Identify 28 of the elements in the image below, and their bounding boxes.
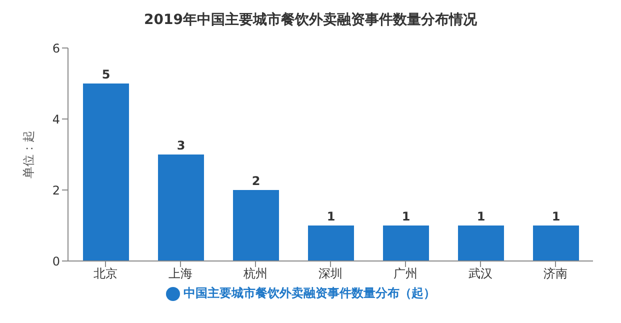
x-tick-label: 济南 bbox=[544, 266, 568, 281]
y-tick-label: 0 bbox=[52, 254, 60, 268]
y-tick-label: 2 bbox=[52, 183, 60, 198]
data-label: 1 bbox=[402, 210, 410, 224]
bar bbox=[158, 154, 204, 261]
bar bbox=[458, 226, 504, 261]
bar bbox=[83, 84, 129, 261]
x-tick-label: 深圳 bbox=[318, 266, 342, 281]
bar bbox=[308, 226, 354, 261]
legend-label: 中国主要城市餐饮外卖融资事件数量分布（起） bbox=[184, 286, 436, 300]
data-label: 2 bbox=[252, 174, 260, 188]
x-tick-label: 北京 bbox=[94, 266, 118, 281]
bar bbox=[233, 190, 279, 261]
data-label: 5 bbox=[102, 68, 110, 82]
data-label: 3 bbox=[176, 138, 186, 152]
x-tick-label: 武汉 bbox=[468, 266, 492, 281]
data-label: 1 bbox=[476, 210, 486, 224]
bar bbox=[533, 226, 579, 261]
data-label: 1 bbox=[326, 210, 336, 224]
x-tick-label: 杭州 bbox=[242, 266, 268, 281]
y-tick-label: 6 bbox=[52, 41, 60, 56]
y-tick-label: 4 bbox=[52, 112, 60, 126]
data-label: 1 bbox=[552, 210, 560, 224]
y-axis-title: 单位：起 bbox=[21, 130, 36, 178]
chart-title: 2019年中国主要城市餐饮外卖融资事件数量分布情况 bbox=[143, 10, 478, 30]
x-tick-label: 广州 bbox=[394, 266, 418, 281]
bar bbox=[383, 226, 429, 261]
x-tick-label: 上海 bbox=[168, 266, 192, 281]
